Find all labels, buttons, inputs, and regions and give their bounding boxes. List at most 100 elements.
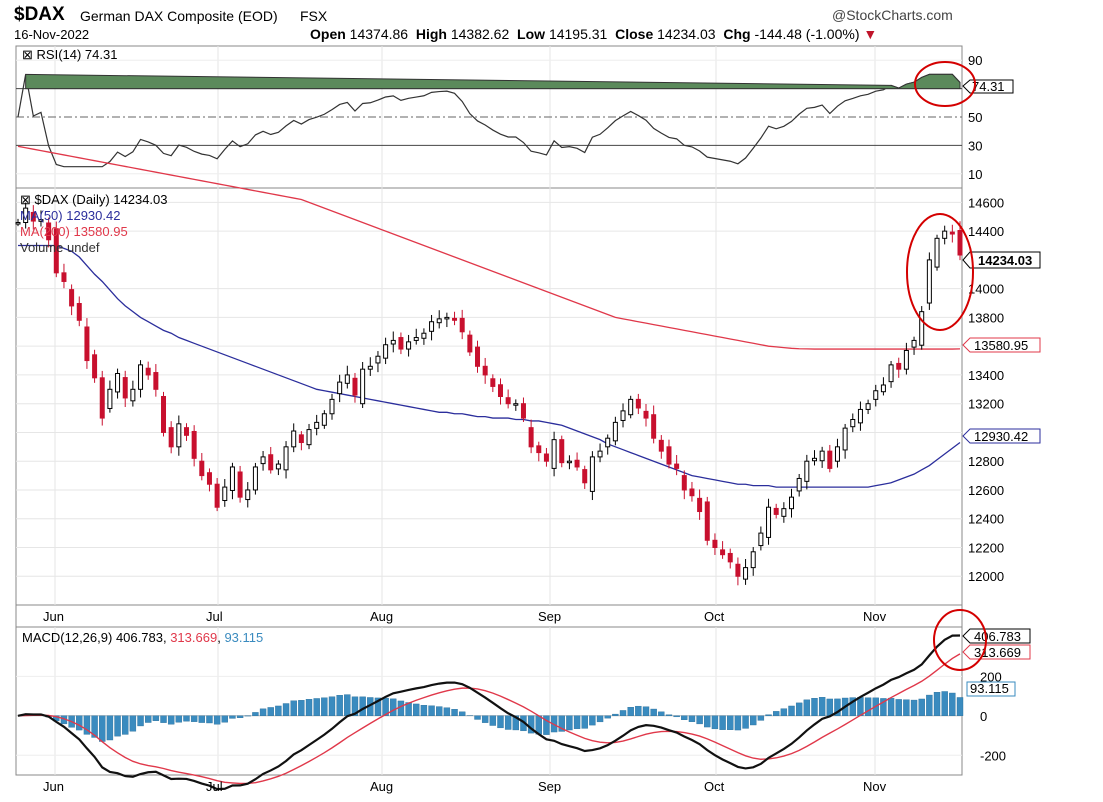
- macd-tick-label: -200: [980, 748, 1006, 763]
- macd-histogram-bar: [704, 715, 711, 728]
- macd-histogram-bar: [864, 697, 872, 717]
- macd-histogram-bar: [527, 715, 535, 734]
- macd-value-text: 406.783: [974, 629, 1021, 644]
- ma200-value-badge: 13580.95: [962, 337, 1041, 353]
- candle-body: [674, 463, 680, 469]
- macd-histogram-bar: [451, 709, 458, 716]
- candle-body: [115, 372, 121, 393]
- macd-histogram-bar: [298, 700, 305, 716]
- macd-histogram-bar: [282, 703, 290, 717]
- candle-body: [145, 367, 151, 376]
- candle-body: [842, 427, 848, 451]
- macd-histogram-bar: [489, 715, 497, 726]
- candle-body: [926, 259, 932, 304]
- macd-histogram-bar: [336, 695, 343, 716]
- candle-body: [429, 321, 435, 332]
- candle-body: [168, 427, 174, 448]
- macd-histogram-bar: [344, 694, 351, 716]
- candle-body: [99, 377, 105, 419]
- candle-body: [38, 219, 44, 222]
- candle-body: [161, 396, 167, 433]
- candle-body: [122, 377, 128, 399]
- candle-body: [888, 364, 894, 383]
- open-value: 14374.86: [349, 26, 409, 42]
- price-tick-label: 14400: [968, 224, 1004, 239]
- price-tick-label: 13800: [968, 310, 1004, 325]
- close-value-text: 14234.03: [978, 253, 1032, 268]
- rsi-tick-label: 10: [968, 167, 982, 182]
- macd-histogram-bar: [849, 697, 856, 716]
- macd-histogram-bar: [474, 715, 481, 720]
- macd-histogram-bar: [673, 715, 680, 718]
- grid-lines: [16, 46, 962, 775]
- candle-body: [321, 413, 327, 426]
- macd-histogram-bar: [382, 697, 389, 717]
- candle-body: [896, 362, 902, 370]
- ma200-legend: MA(200) 13580.95: [20, 224, 128, 239]
- rsi-layer: [17, 73, 961, 168]
- macd-histogram-bar: [795, 702, 803, 716]
- candle-body: [467, 334, 473, 353]
- macd-histogram-bar: [221, 715, 228, 723]
- candle-body: [76, 303, 82, 321]
- candle-body: [589, 456, 595, 492]
- candle-body: [260, 456, 266, 465]
- candle-body: [658, 439, 664, 452]
- macd-histogram-bar: [213, 715, 221, 725]
- ohlc-summary: Open 14374.86 High 14382.62 Low 14195.31…: [310, 26, 877, 42]
- rsi-annotation-circle: [914, 61, 976, 107]
- macd-histogram-bar: [696, 715, 703, 725]
- candle-body: [559, 439, 565, 464]
- candle-body: [528, 427, 534, 448]
- macd-histogram-bar: [328, 696, 336, 717]
- close-value: 14234.03: [657, 26, 716, 42]
- candle-body: [551, 439, 557, 469]
- candle-body: [337, 381, 343, 395]
- candle-body: [689, 488, 695, 497]
- macd-histogram-bar: [198, 715, 206, 723]
- candle-body: [421, 332, 427, 339]
- candle-body: [819, 450, 825, 462]
- macd-histogram-bar: [543, 715, 550, 735]
- high-label: High: [415, 26, 447, 42]
- price-tick-label: 12000: [968, 569, 1004, 584]
- macd-histogram-bar: [895, 699, 902, 717]
- price-tick-label: 13200: [968, 397, 1004, 412]
- price-legend-main: ⊠ $DAX (Daily) 14234.03: [20, 192, 168, 207]
- macd-histogram-bar: [596, 715, 604, 723]
- macd-histogram-bar: [190, 715, 198, 722]
- macd-histogram-bar: [359, 696, 366, 717]
- month-tick-label: Oct: [704, 609, 725, 624]
- macd-histogram-bar: [305, 699, 313, 717]
- month-axis-strip: [15, 604, 963, 628]
- candle-body: [628, 398, 634, 416]
- macd-histogram-bar: [481, 715, 489, 723]
- candle-body: [919, 311, 925, 346]
- macd-histogram-bar: [581, 715, 588, 729]
- macd-histogram-bar: [826, 698, 834, 717]
- macd-histogram-bar: [788, 705, 795, 716]
- ma200-line: [17, 145, 961, 350]
- macd-histogram-bar: [681, 715, 688, 720]
- candle-body: [543, 453, 549, 462]
- candle-body: [857, 408, 863, 424]
- candle-body: [942, 230, 948, 239]
- candle-body: [490, 378, 496, 387]
- candle-body: [406, 341, 412, 350]
- candle-body: [880, 384, 886, 393]
- brand-watermark[interactable]: @StockCharts.com: [832, 7, 953, 23]
- rsi-legend-text: RSI(14) 74.31: [37, 47, 118, 62]
- candle-body: [153, 372, 159, 390]
- macd-histogram-bar: [956, 697, 964, 716]
- macd-histogram-bar: [642, 706, 650, 716]
- macd-tick-label: 0: [980, 709, 987, 724]
- macd-legend-hist: 93.115: [224, 630, 263, 645]
- macd-histogram-bar: [941, 691, 948, 716]
- macd-histogram-bar: [252, 712, 259, 716]
- candle-body: [314, 421, 320, 429]
- macd-histogram-bar: [780, 708, 788, 717]
- candle-body: [750, 551, 756, 569]
- candle-body: [612, 421, 618, 442]
- macd-histogram-bar: [175, 715, 183, 723]
